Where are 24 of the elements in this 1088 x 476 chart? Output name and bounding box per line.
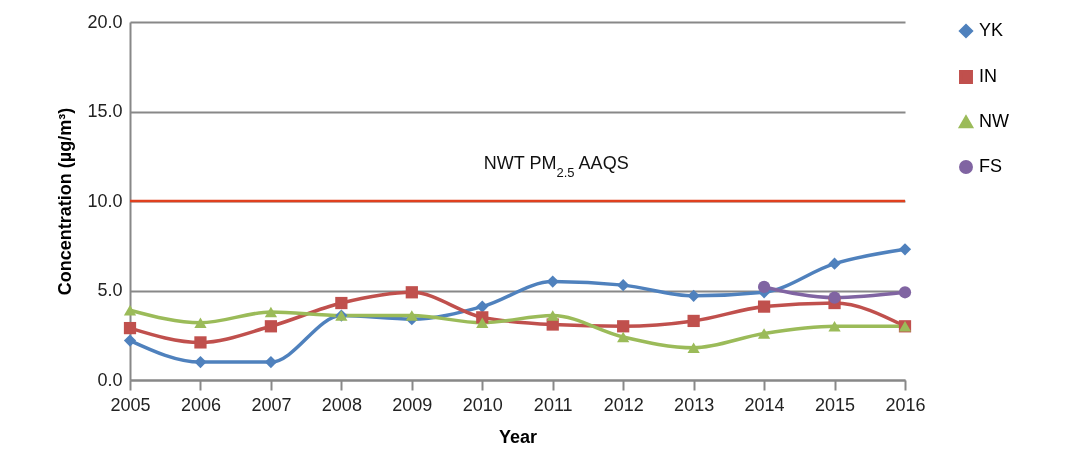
legend-label: NW <box>979 111 1009 131</box>
x-tick-label: 2007 <box>251 394 292 415</box>
y-tick-label: 20.0 <box>87 11 123 32</box>
legend-label: IN <box>979 66 997 86</box>
y-tick-label: 10.0 <box>87 190 123 211</box>
y-axis-title: Concentration (µg/m³) <box>55 107 76 296</box>
x-tick-label: 2015 <box>815 394 856 415</box>
legend-label: FS <box>979 156 1003 176</box>
y-tick-label: 0.0 <box>97 369 123 390</box>
y-tick-label: 5.0 <box>97 280 123 300</box>
x-tick-label: 2005 <box>110 394 151 415</box>
x-tick-label: 2006 <box>180 394 221 415</box>
y-tick-label: 15.0 <box>87 101 123 121</box>
x-tick-label: 2009 <box>392 394 433 415</box>
x-tick-label: 2016 <box>885 394 926 415</box>
x-tick-label: 2011 <box>533 394 573 415</box>
x-tick-label: 2010 <box>462 394 503 415</box>
legend-label: YK <box>979 20 1004 40</box>
x-tick-label: 2013 <box>674 394 715 415</box>
x-tick-label: 2014 <box>744 394 785 415</box>
x-tick-label: 2008 <box>321 394 362 415</box>
x-axis-title: Year <box>498 426 538 447</box>
x-tick-label: 2012 <box>603 394 644 415</box>
ref-line-label: NWT PM$_{2.5}$ AAQS <box>483 153 629 180</box>
